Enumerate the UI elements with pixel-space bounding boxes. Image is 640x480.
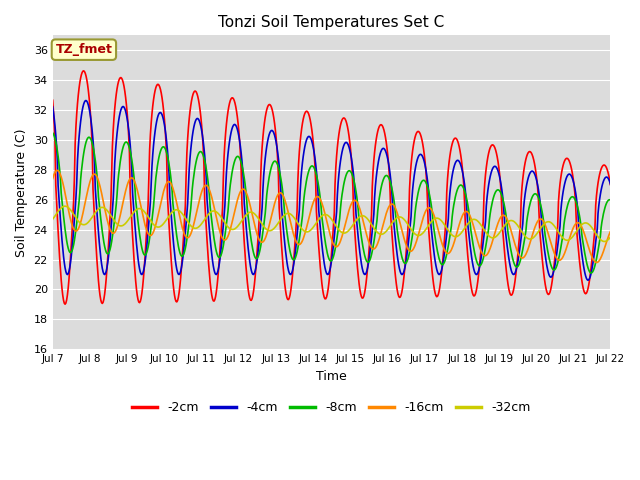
-16cm: [204, 183, 211, 189]
-4cm: [204, 197, 211, 203]
-16cm: [117, 209, 125, 215]
-8cm: [173, 233, 180, 239]
-2cm: [204, 250, 212, 255]
-4cm: [49, 104, 56, 109]
-32cm: [117, 223, 125, 229]
Line: -16cm: -16cm: [52, 170, 611, 263]
-8cm: [416, 184, 424, 190]
-2cm: [61, 301, 69, 307]
-2cm: [118, 75, 125, 81]
-32cm: [49, 216, 56, 222]
X-axis label: Time: Time: [316, 370, 347, 383]
-16cm: [417, 225, 424, 230]
-2cm: [607, 182, 614, 188]
Line: -2cm: -2cm: [52, 71, 611, 304]
-16cm: [49, 176, 56, 181]
-2cm: [175, 295, 182, 300]
-8cm: [202, 166, 210, 172]
-4cm: [59, 246, 67, 252]
Title: Tonzi Soil Temperatures Set C: Tonzi Soil Temperatures Set C: [218, 15, 445, 30]
-8cm: [588, 270, 595, 276]
-16cm: [607, 228, 614, 234]
-4cm: [117, 107, 125, 113]
Line: -8cm: -8cm: [52, 133, 611, 273]
-8cm: [399, 258, 407, 264]
Legend: -2cm, -4cm, -8cm, -16cm, -32cm: -2cm, -4cm, -8cm, -16cm, -32cm: [127, 396, 536, 420]
-8cm: [607, 197, 614, 203]
-4cm: [400, 268, 408, 274]
-2cm: [59, 292, 67, 298]
-8cm: [49, 130, 56, 136]
-8cm: [116, 159, 124, 165]
-32cm: [59, 204, 67, 210]
-16cm: [593, 260, 600, 265]
-2cm: [417, 134, 425, 140]
-32cm: [600, 239, 608, 244]
-16cm: [60, 183, 67, 189]
-32cm: [204, 213, 211, 219]
Text: TZ_fmet: TZ_fmet: [56, 43, 113, 56]
-32cm: [400, 216, 408, 222]
-32cm: [61, 204, 69, 209]
-2cm: [49, 97, 56, 103]
Line: -32cm: -32cm: [52, 206, 611, 241]
-16cm: [173, 204, 181, 210]
-16cm: [54, 168, 61, 173]
-2cm: [401, 264, 409, 270]
-4cm: [607, 181, 614, 187]
-16cm: [400, 236, 408, 241]
-2cm: [80, 68, 88, 74]
-4cm: [82, 97, 90, 103]
-8cm: [59, 206, 67, 212]
Line: -4cm: -4cm: [52, 100, 611, 280]
-32cm: [173, 207, 181, 213]
-4cm: [584, 277, 592, 283]
-32cm: [417, 232, 424, 238]
-4cm: [173, 270, 181, 276]
-4cm: [417, 151, 424, 157]
-32cm: [607, 234, 614, 240]
Y-axis label: Soil Temperature (C): Soil Temperature (C): [15, 128, 28, 257]
